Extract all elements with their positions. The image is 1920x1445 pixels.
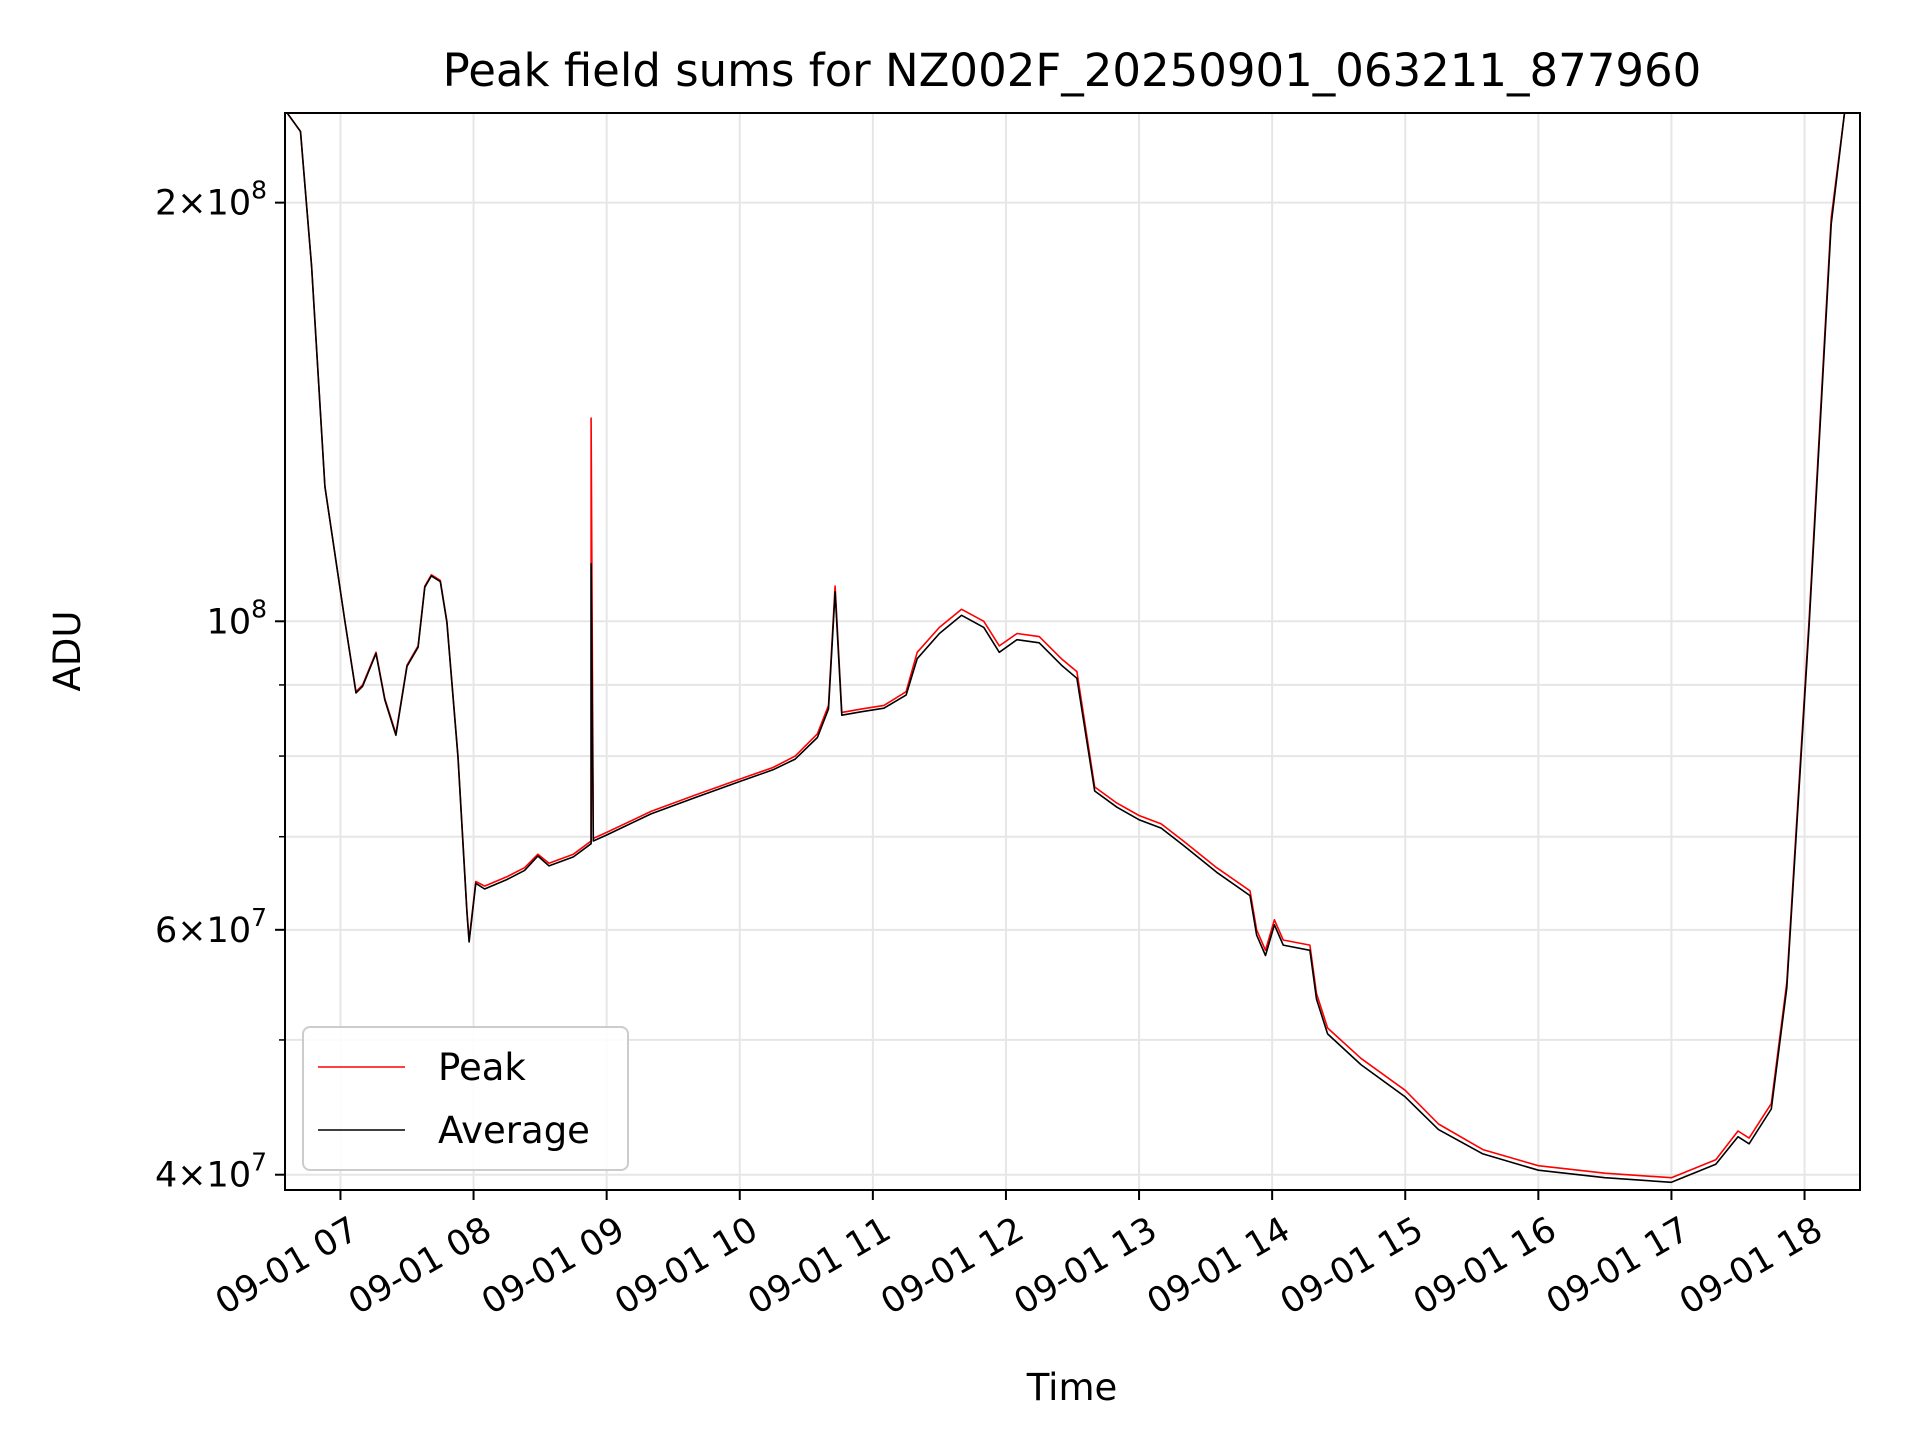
legend-label-peak: Peak [438, 1046, 526, 1089]
y-tick-label: 2×108 [155, 176, 267, 224]
x-axis-label: Time [1026, 1366, 1118, 1409]
series-layer [286, 113, 1860, 1184]
legend-box [302, 1026, 629, 1171]
grid [285, 113, 1860, 1190]
chart-title: Peak field sums for NZ002F_20250901_0632… [443, 44, 1702, 97]
plot-frame [284, 112, 1861, 1191]
series-line-peak [286, 113, 1860, 1179]
y-axis-ticks: 4×107 6×107 108 2×108 [155, 176, 285, 1196]
series-line-average [286, 113, 1860, 1184]
y-tick-label: 108 [207, 594, 267, 642]
y-tick-label: 6×107 [155, 903, 267, 951]
y-tick-label: 4×107 [155, 1148, 267, 1196]
plot-background [285, 113, 1860, 1190]
legend: Peak Average [302, 1026, 629, 1171]
legend-label-average: Average [438, 1109, 590, 1152]
y-axis-label: ADU [46, 611, 89, 692]
